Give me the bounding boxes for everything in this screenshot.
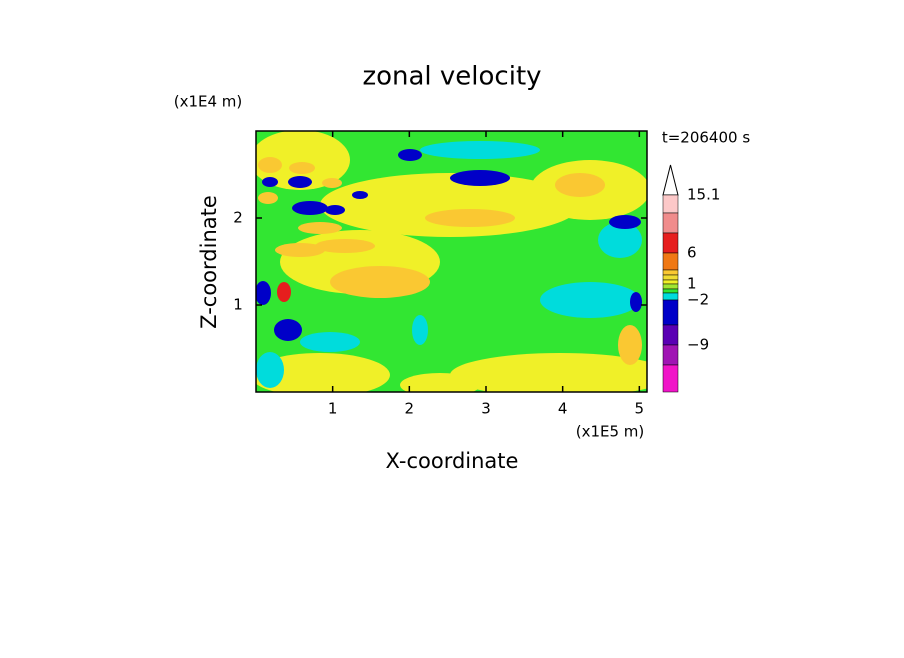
colorbar-segment — [662, 252, 679, 271]
x-tick-label: 3 — [481, 400, 491, 418]
plot-frame — [255, 130, 648, 393]
y-tick-label: 2 — [233, 209, 243, 227]
colorbar-segment — [662, 274, 679, 281]
x-unit: (x1E5 m) — [576, 423, 645, 441]
x-tick-label: 5 — [635, 400, 645, 418]
x-tick-label: 1 — [328, 400, 338, 418]
colorbar-segment — [662, 299, 679, 326]
colorbar-arrow — [662, 164, 679, 196]
x-axis-title: X-coordinate — [386, 449, 519, 473]
y-unit: (x1E4 m) — [174, 93, 243, 111]
colorbar-segment — [662, 292, 679, 301]
y-tick-label: 1 — [233, 296, 243, 314]
colorbar-segment — [662, 212, 679, 234]
colorbar-segment — [662, 324, 679, 346]
colorbar-segment — [662, 283, 679, 290]
colorbar-segment — [662, 364, 679, 393]
colorbar-segment — [662, 269, 679, 276]
x-tick-label: 4 — [558, 400, 568, 418]
colorbar-label: 6 — [687, 244, 697, 262]
colorbar-label: −9 — [687, 336, 709, 354]
colorbar-label: 15.1 — [687, 186, 720, 204]
colorbar-segment — [662, 194, 679, 214]
colorbar-segment — [662, 279, 679, 285]
colorbar-segment — [662, 288, 679, 294]
y-axis-title: Z-coordinate — [197, 195, 221, 329]
colorbar-segment — [662, 344, 679, 366]
x-tick-label: 2 — [405, 400, 415, 418]
colorbar-label: 1 — [687, 275, 697, 293]
contour-field — [256, 131, 647, 392]
time-label: t=206400 s — [662, 129, 750, 147]
chart-title: zonal velocity — [362, 62, 541, 92]
colorbar-label: −2 — [687, 291, 709, 309]
colorbar-segment — [662, 232, 679, 254]
